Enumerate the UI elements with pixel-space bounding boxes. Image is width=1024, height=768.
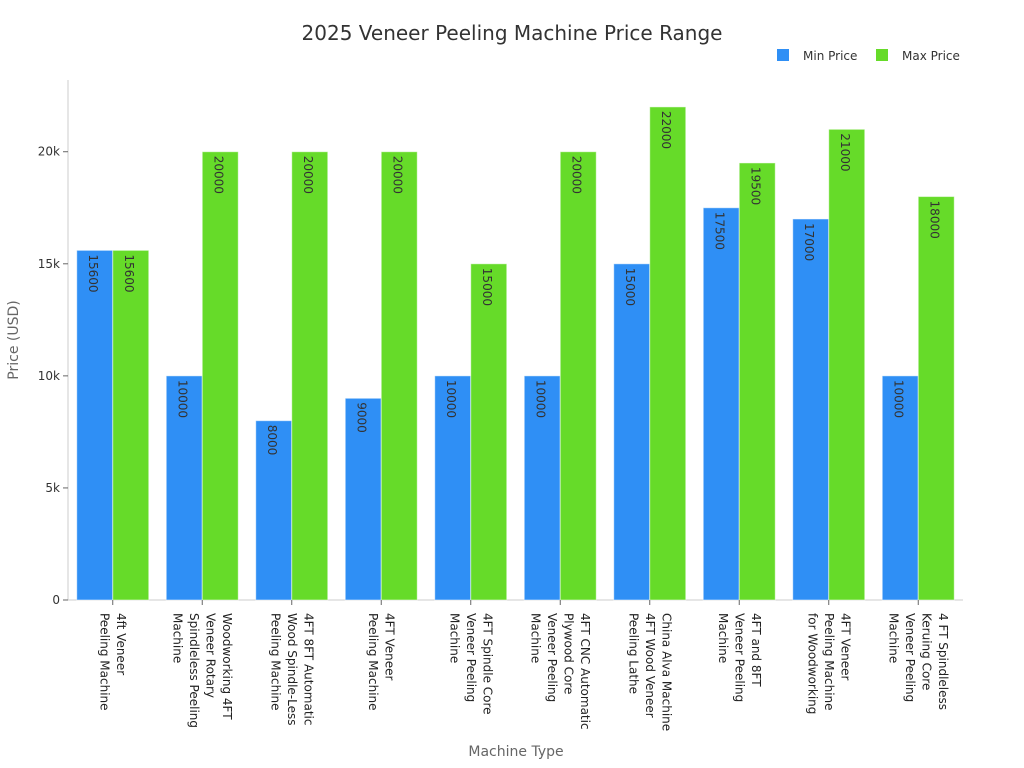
- x-tick-label: Woodworking 4FT: [220, 613, 234, 720]
- bar-value-label: 20000: [569, 156, 583, 194]
- x-axis-label: Machine Type: [468, 744, 563, 760]
- bar-value-label: 9000: [354, 402, 368, 433]
- bar-min: [792, 218, 830, 601]
- bar-value-label: 15600: [86, 254, 100, 292]
- bar-value-label: 17000: [802, 223, 816, 261]
- legend-swatch-max: [876, 49, 888, 61]
- bar-min: [881, 375, 919, 601]
- x-tick-label: 4FT and 8FT: [749, 613, 763, 687]
- x-tick-label: Machine: [716, 613, 730, 663]
- x-tick-label: 4FT Veneer: [383, 613, 397, 681]
- bar-max: [112, 249, 150, 601]
- bar-value-label: 15600: [122, 254, 136, 292]
- x-tick-label: 4FT Veneer: [838, 613, 852, 681]
- bar-max: [380, 151, 418, 601]
- bar-value-label: 15000: [623, 268, 637, 306]
- x-tick-label: Veneer Peeling: [732, 613, 746, 702]
- x-tick-label: 4FT Spindle Core: [480, 613, 494, 715]
- bar-min: [165, 375, 203, 601]
- x-tick-label: Veneer Peeling: [903, 613, 917, 702]
- bar-value-label: 10000: [533, 380, 547, 418]
- y-tick-label: 10k: [38, 369, 60, 383]
- x-tick-label: Machine: [887, 613, 901, 663]
- x-tick-label: 4FT CNC Automatic: [578, 613, 592, 730]
- y-tick-label: 0: [52, 593, 60, 607]
- x-tick-label: Machine: [529, 613, 543, 663]
- bar-max: [828, 128, 866, 601]
- x-tick-label: Machine: [447, 613, 461, 663]
- bar-max: [201, 151, 239, 601]
- y-tick-label: 5k: [45, 481, 60, 495]
- bar-value-label: 20000: [390, 156, 404, 194]
- bar-value-label: 10000: [175, 380, 189, 418]
- bar-value-label: 8000: [265, 425, 279, 456]
- bar-min: [344, 397, 382, 601]
- bar-min: [702, 207, 740, 601]
- bar-value-label: 22000: [659, 111, 673, 149]
- bar-max: [470, 263, 508, 601]
- x-tick-label: Spindleless Peeling: [187, 613, 201, 728]
- bar-min: [255, 420, 293, 601]
- x-tick-label: Peeling Lathe: [626, 613, 640, 694]
- bar-value-label: 15000: [480, 268, 494, 306]
- x-tick-label: Veneer Peeling: [545, 613, 559, 702]
- bar-value-label: 18000: [927, 201, 941, 239]
- x-tick-label: 4FT 8FT Automatic: [301, 613, 315, 725]
- bar-min: [434, 375, 472, 601]
- x-tick-label: Peeling Machine: [98, 613, 112, 711]
- x-tick-label: Plywood Core: [562, 613, 576, 694]
- x-tick-label: Wood Spindle-Less: [285, 613, 299, 725]
- x-tick-label: 4 FT Spindleless: [936, 613, 950, 710]
- x-tick-label: Veneer Peeling: [464, 613, 478, 702]
- bar-max: [649, 106, 687, 601]
- legend: Min Price Max Price: [777, 49, 960, 63]
- bar-value-label: 19500: [748, 167, 762, 205]
- chart-title: 2025 Veneer Peeling Machine Price Range: [302, 21, 723, 45]
- bar-max: [559, 151, 597, 601]
- legend-swatch-min: [777, 49, 789, 61]
- x-tick-label: Peeling Machine: [268, 613, 282, 711]
- x-tick-label: 4ft Veneer: [114, 613, 128, 675]
- bar-min: [76, 249, 114, 601]
- x-tick-label: for Woodworking: [805, 613, 819, 714]
- bar-max: [917, 196, 955, 601]
- bar-min: [523, 375, 561, 601]
- bar-value-label: 20000: [211, 156, 225, 194]
- bar-value-label: 20000: [301, 156, 315, 194]
- bar-value-label: 10000: [891, 380, 905, 418]
- legend-label-min: Min Price: [803, 49, 857, 63]
- bar-max: [291, 151, 329, 601]
- y-tick-label: 20k: [38, 145, 60, 159]
- x-tick-label: Veneer Rotary: [204, 613, 218, 698]
- bar-value-label: 21000: [838, 133, 852, 171]
- y-axis-label: Price (USD): [6, 300, 22, 379]
- x-tick-label: Machine: [171, 613, 185, 663]
- x-tick-label: Peeling Machine: [822, 613, 836, 711]
- bar-value-label: 17500: [712, 212, 726, 250]
- legend-label-max: Max Price: [902, 49, 960, 63]
- x-tick-label: Peeling Machine: [366, 613, 380, 711]
- y-tick-label: 15k: [38, 257, 60, 271]
- bar-max: [738, 162, 776, 601]
- bar-value-label: 10000: [444, 380, 458, 418]
- bar-min: [613, 263, 651, 601]
- x-tick-label: 4FT Wood Veneer: [643, 613, 657, 718]
- x-tick-label: China Alva Machine: [659, 613, 673, 731]
- x-tick-label: Keruing Core: [920, 613, 934, 690]
